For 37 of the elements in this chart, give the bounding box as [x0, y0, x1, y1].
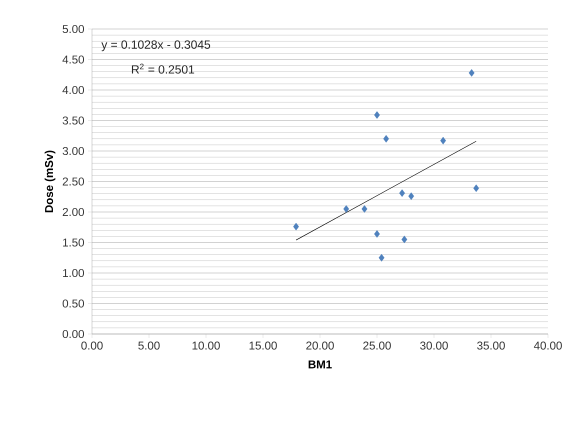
y-tick-label: 2.00 [62, 208, 84, 216]
point [401, 236, 408, 244]
x-tick-label: 0.00 [81, 342, 103, 350]
point [374, 230, 380, 238]
x-tick-label: 10.00 [192, 342, 220, 350]
point [408, 192, 414, 200]
point [362, 205, 368, 213]
point [374, 111, 380, 119]
y-tick-label: 0.00 [62, 330, 84, 338]
annotation: R$^{2}$ = 0.2501 [132, 64, 194, 74]
x-tick-label: 35.00 [477, 342, 505, 350]
x-tick-label: 30.00 [420, 342, 448, 350]
point [383, 135, 390, 143]
x-tick-label: 20.00 [306, 342, 334, 350]
point [378, 254, 384, 262]
point [468, 69, 475, 77]
y-tick-label: 3.50 [62, 116, 84, 125]
y-tick-label: 3.00 [62, 146, 84, 156]
point [473, 184, 480, 192]
point [399, 189, 405, 197]
point [343, 205, 350, 213]
x-tick-label: 15.00 [250, 342, 277, 350]
y-tick-label: 5.00 [62, 24, 84, 34]
x-tick-label: 5.00 [138, 342, 160, 350]
y-tick-label: 1.00 [63, 268, 84, 278]
y-tick-label: 0.50 [62, 299, 84, 308]
point [293, 222, 299, 230]
annotation: y = 0.1028x - 0.3045 [101, 40, 210, 52]
point [440, 136, 446, 144]
x-tick-label: 25.00 [363, 342, 391, 350]
y-tick-label: 2.50 [62, 177, 84, 186]
y-axis-title: Dose (mSv) [44, 150, 56, 212]
y-tick-label: 4.50 [62, 55, 84, 64]
y-tick-label: 1.50 [63, 238, 84, 247]
x-tick-label: 40.00 [534, 342, 562, 350]
y-tick-label: 4.00 [62, 86, 84, 94]
x-axis-title: BM1 [308, 360, 332, 368]
